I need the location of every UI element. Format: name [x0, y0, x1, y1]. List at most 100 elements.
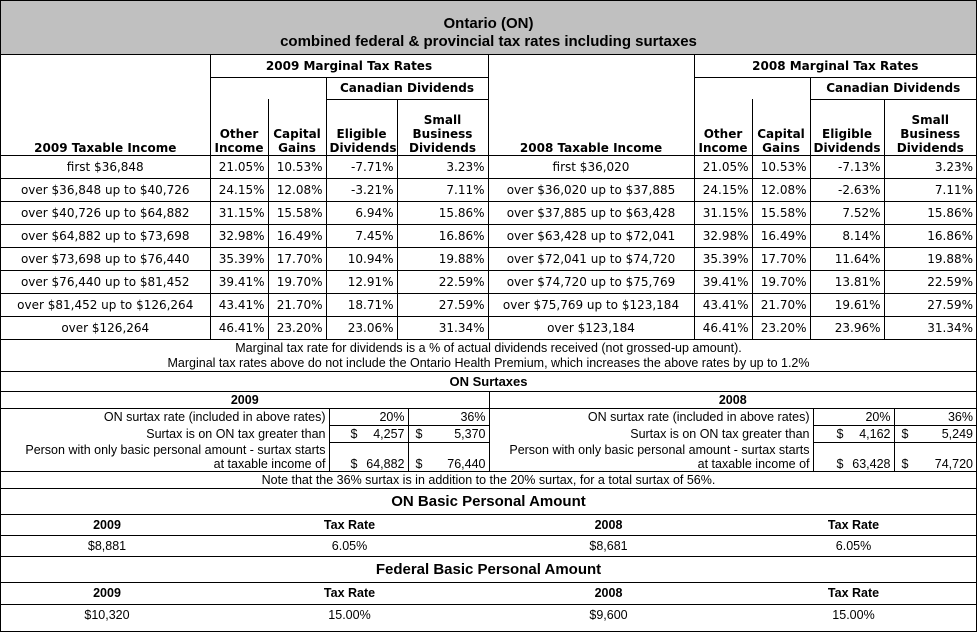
fed-bpa-title: Federal Basic Personal Amount	[1, 557, 976, 583]
small-business-dividends-2008: 19.88%	[884, 247, 976, 271]
small-business-dividends-2008: 7.11%	[884, 178, 976, 202]
capital-gains-2009: 12.08%	[268, 178, 327, 202]
income-range-2008: over $36,020 up to $37,885	[488, 178, 695, 202]
surtax-income-36-2008: $74,720	[894, 442, 976, 472]
dividend-notes: Marginal tax rate for dividends is a % o…	[1, 340, 976, 372]
surtax-threshold-20-2009: $4,257	[329, 425, 409, 443]
surtax-person-label-2009: Person with only basic personal amount -…	[1, 442, 330, 472]
fed-bpa-rate-2009: 15.00%	[328, 607, 371, 622]
col-small-business-dividends-2008: Small Business Dividends	[884, 99, 976, 156]
capital-gains-2009: 23.20%	[268, 316, 327, 340]
surtax-rate-36-2009: 36%	[408, 408, 490, 426]
surtax-threshold-36-2009: $5,370	[408, 425, 490, 443]
fed-bpa-header-2008: 2008	[486, 583, 731, 605]
capital-gains-2008: 15.58%	[752, 201, 811, 225]
page-title: Ontario (ON)	[443, 15, 534, 32]
capital-gains-2009: 19.70%	[268, 270, 327, 294]
surtax-threshold-36-2008: $5,249	[894, 425, 976, 443]
other-income-2009: 39.41%	[210, 270, 269, 294]
capital-gains-2009: 15.58%	[268, 201, 327, 225]
small-business-dividends-2008: 31.34%	[884, 316, 976, 340]
other-income-2008: 43.41%	[694, 293, 753, 317]
other-income-2008: 35.39%	[694, 247, 753, 271]
on-bpa-rate-2008: 6.05%	[731, 535, 976, 557]
capital-gains-2009: 16.49%	[268, 224, 327, 248]
title-header: Ontario (ON) combined federal & provinci…	[1, 1, 976, 55]
fed-bpa-header-rate-2009: Tax Rate	[213, 583, 486, 605]
on-bpa-header-2008: 2008	[486, 514, 731, 536]
other-income-2009: 35.39%	[210, 247, 269, 271]
note-line-2: Marginal tax rates above do not include …	[167, 355, 810, 370]
surtaxes-title: ON Surtaxes	[1, 372, 976, 392]
spacer-cell	[1, 55, 211, 77]
spacer-cell	[752, 77, 811, 99]
col-other-income-2009: Other Income	[210, 99, 269, 156]
income-range-2009: over $64,882 up to $73,698	[1, 224, 211, 248]
small-business-dividends-2009: 16.86%	[397, 224, 489, 248]
col-eligible-dividends-2008: Eligible Dividends	[810, 99, 885, 156]
surtax-rate-36-2008: 36%	[894, 408, 976, 426]
eligible-dividends-2009: 18.71%	[326, 293, 398, 317]
other-income-2009: 21.05%	[210, 155, 269, 179]
eligible-dividends-2008: 13.81%	[810, 270, 885, 294]
fed-bpa-header-2009: 2009	[1, 583, 213, 605]
table-row: first $36,848 21.05% 10.53% -7.71% 3.23% firs…	[1, 155, 976, 179]
small-business-dividends-2008: 15.86%	[884, 201, 976, 225]
on-bpa-table: 2009 Tax Rate 2008 Tax Rate $8,881 6.05%…	[1, 514, 976, 557]
on-bpa-value-2008: $8,681	[486, 535, 731, 557]
other-income-2009: 31.15%	[210, 201, 269, 225]
small-business-dividends-2009: 3.23%	[397, 155, 489, 179]
small-business-dividends-2009: 31.34%	[397, 316, 489, 340]
col-capital-gains-2009: Capital Gains	[268, 99, 327, 156]
other-income-2008: 31.15%	[694, 201, 753, 225]
income-header-2008: 2008 Taxable Income	[488, 99, 695, 156]
other-income-2008: 32.98%	[694, 224, 753, 248]
surtax-rate-20-2009: 20%	[329, 408, 409, 426]
fed-bpa-value-2008: $9,600	[589, 607, 628, 622]
eligible-dividends-2009: 10.94%	[326, 247, 398, 271]
on-bpa-title: ON Basic Personal Amount	[1, 489, 976, 515]
capital-gains-2008: 12.08%	[752, 178, 811, 202]
on-bpa-header-rate-2009: Tax Rate	[213, 514, 486, 536]
eligible-dividends-2008: 23.96%	[810, 316, 885, 340]
small-business-dividends-2009: 15.86%	[397, 201, 489, 225]
col-eligible-dividends-2009: Eligible Dividends	[326, 99, 398, 156]
on-bpa-header-2009: 2009	[1, 514, 213, 536]
eligible-dividends-2008: -7.13%	[810, 155, 885, 179]
spacer-cell	[268, 77, 327, 99]
small-business-dividends-2008: 27.59%	[884, 293, 976, 317]
table-row: over $126,264 46.41% 23.20% 23.06% 31.34% ove…	[1, 316, 976, 340]
eligible-dividends-2008: 11.64%	[810, 247, 885, 271]
capital-gains-2009: 17.70%	[268, 247, 327, 271]
income-range-2009: over $36,848 up to $40,726	[1, 178, 211, 202]
capital-gains-2008: 19.70%	[752, 270, 811, 294]
other-income-2008: 21.05%	[694, 155, 753, 179]
income-header-2009: 2009 Taxable Income	[1, 99, 211, 156]
on-bpa-rate-2009: 6.05%	[213, 535, 486, 557]
fed-bpa-value-2009: $10,320	[84, 607, 130, 622]
table-row: over $81,452 up to $126,264 43.41% 21.70% 1…	[1, 293, 976, 317]
col-small-business-dividends-2009: Small Business Dividends	[397, 99, 489, 156]
small-business-dividends-2008: 16.86%	[884, 224, 976, 248]
on-bpa-value-2009: $8,881	[1, 535, 213, 557]
small-business-dividends-2008: 3.23%	[884, 155, 976, 179]
surtax-person-label-2008: Person with only basic personal amount -…	[489, 442, 814, 472]
small-business-dividends-2009: 7.11%	[397, 178, 489, 202]
col-other-income-2008: Other Income	[694, 99, 753, 156]
spacer-cell	[1, 77, 211, 99]
income-range-2009: over $76,440 up to $81,452	[1, 270, 211, 294]
capital-gains-2008: 23.20%	[752, 316, 811, 340]
eligible-dividends-2008: 19.61%	[810, 293, 885, 317]
other-income-2009: 43.41%	[210, 293, 269, 317]
eligible-dividends-2009: 23.06%	[326, 316, 398, 340]
other-income-2009: 46.41%	[210, 316, 269, 340]
surtax-income-36-2009: $76,440	[408, 442, 490, 472]
eligible-dividends-2008: -2.63%	[810, 178, 885, 202]
income-range-2008: over $72,041 up to $74,720	[488, 247, 695, 271]
group-header-2008: 2008 Marginal Tax Rates	[694, 55, 976, 78]
eligible-dividends-2008: 8.14%	[810, 224, 885, 248]
surtax-rate-label-2008: ON surtax rate (included in above rates)	[489, 408, 814, 426]
eligible-dividends-2009: 12.91%	[326, 270, 398, 294]
fed-bpa-rate-2008: 15.00%	[832, 607, 875, 622]
note-line-1: Marginal tax rate for dividends is a % o…	[235, 340, 742, 355]
